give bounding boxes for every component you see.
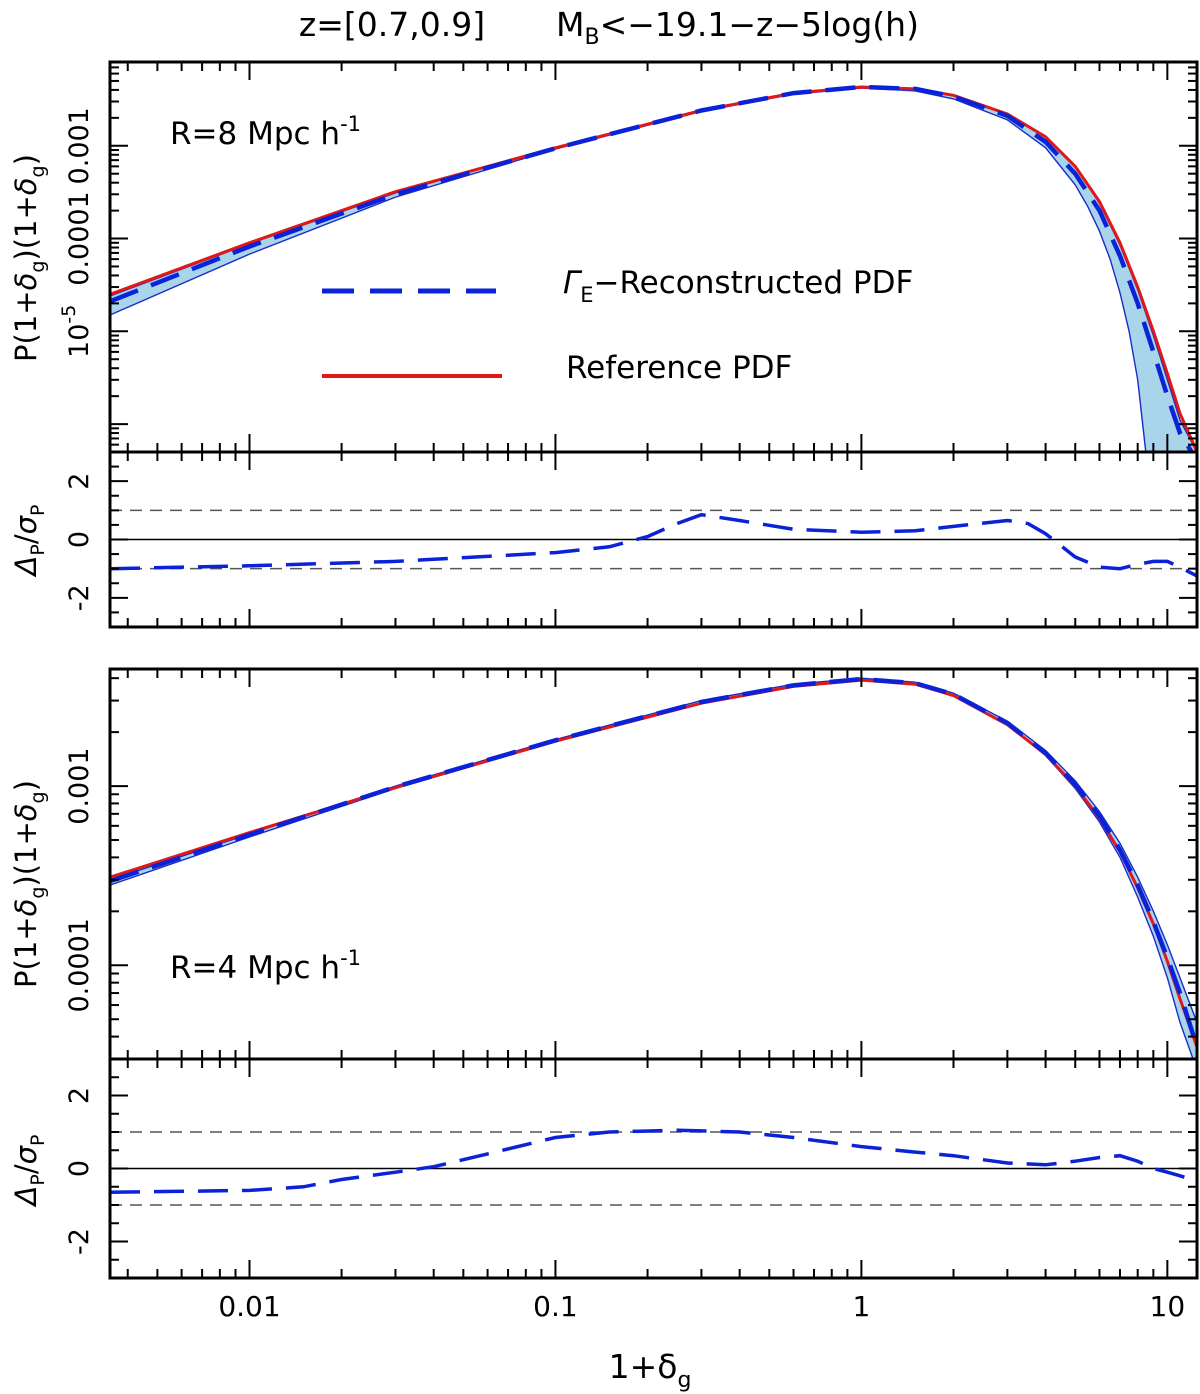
y-tick-text: 0.0001 xyxy=(64,191,95,285)
y-tick-label: 2 xyxy=(64,1087,95,1104)
legend: ΓE−Reconstructed PDF Reference PDF xyxy=(322,265,913,386)
title-mag-rest: <−19.1−z−5log(h) xyxy=(600,5,919,44)
reconstructed-pdf-line xyxy=(110,676,1197,1048)
x-tick-label: 1 xyxy=(852,1290,870,1323)
y-tick-label: 10-5 xyxy=(58,305,95,358)
y-tick-base: 10 xyxy=(64,324,95,358)
title-mag: M xyxy=(556,5,584,44)
bottom-panel-annotation: R=4 Mpc h-1 xyxy=(170,946,361,986)
title-mag-sub: B xyxy=(584,25,599,50)
bottom-annotation-main: R=4 Mpc h xyxy=(170,950,340,986)
x-tick-label: 0.01 xyxy=(218,1290,280,1323)
y-tick-text: 2 xyxy=(64,1087,95,1104)
top-residual-panel: -2 0 2 xyxy=(64,450,1199,629)
svg-text:P(1+δg)(1+δg): P(1+δg)(1+δg) xyxy=(9,780,49,988)
x-tick-label: 10 xyxy=(1150,1290,1186,1323)
legend-reconstructed-rest: −Reconstructed PDF xyxy=(594,265,914,301)
y-tick-label: 0 xyxy=(64,531,95,548)
y-tick-label: 0.0001 xyxy=(64,191,95,285)
legend-gamma-sub: E xyxy=(580,283,593,307)
uncertainty-band xyxy=(110,678,1197,1059)
xlabel-sub: g xyxy=(677,1368,691,1393)
y-tick-label: 0.0001 xyxy=(64,918,95,1012)
plot-area xyxy=(110,676,1197,1059)
y-tick-label: 0.001 xyxy=(64,107,95,184)
y-tick-text: 10-5 xyxy=(58,305,95,358)
svg-text:ΔP/σP: ΔP/σP xyxy=(9,505,49,578)
y-tick-label: 0.001 xyxy=(64,747,95,824)
top-annotation-main: R=8 Mpc h xyxy=(170,116,340,152)
figure-title-right: MB<−19.1−z−5log(h) xyxy=(556,5,919,50)
axes-frame xyxy=(108,667,1199,1061)
y-tick-label: 0 xyxy=(64,1160,95,1177)
residual-line xyxy=(110,1128,1197,1194)
y-tick-sup: -5 xyxy=(58,305,80,324)
xlabel-main: 1+δ xyxy=(609,1347,678,1386)
y-tick-label: -2 xyxy=(64,584,95,611)
y-tick-text: -2 xyxy=(64,1228,95,1255)
y-tick-label: -2 xyxy=(64,1228,95,1255)
y-tick-text: 0.001 xyxy=(64,747,95,824)
x-axis-label: 1+δg xyxy=(609,1347,692,1393)
top-pdf-ylabel: P(1+δg)(1+δg) xyxy=(9,154,49,362)
plot-area xyxy=(110,509,1197,578)
plot-area xyxy=(110,1128,1197,1206)
residual-line xyxy=(110,512,1197,578)
bottom-residual-ylabel: ΔP/σP xyxy=(9,1135,49,1208)
legend-reference-label: Reference PDF xyxy=(566,350,792,386)
band-lower-edge xyxy=(110,679,1194,1059)
legend-reconstructed-label: ΓE−Reconstructed PDF xyxy=(563,265,913,307)
y-tick-text: 0.0001 xyxy=(64,918,95,1012)
y-tick-text: 2 xyxy=(64,473,95,490)
figure-title-left: z=[0.7,0.9] xyxy=(299,5,485,44)
bottom-pdf-ylabel: P(1+δg)(1+δg) xyxy=(9,780,49,988)
y-tick-text: -2 xyxy=(64,584,95,611)
top-annotation-sup: -1 xyxy=(340,112,361,136)
y-tick-text: 0 xyxy=(64,531,95,548)
reference-pdf-line xyxy=(110,678,1197,1048)
plot-area xyxy=(110,84,1197,452)
bottom-pdf-panel: 0.0001 0.001 xyxy=(64,667,1199,1061)
bottom-residual-panel: 0.01 0.1 1 10 -2 0 2 xyxy=(64,1057,1199,1323)
svg-text:P(1+δg)(1+δg): P(1+δg)(1+δg) xyxy=(9,154,49,362)
top-panel-annotation: R=8 Mpc h-1 xyxy=(170,112,361,152)
bottom-annotation-sup: -1 xyxy=(340,946,361,970)
x-tick-label: 0.1 xyxy=(533,1290,578,1323)
legend-gamma: Γ xyxy=(563,265,583,301)
y-tick-text: 0.001 xyxy=(64,107,95,184)
top-residual-ylabel: ΔP/σP xyxy=(9,505,49,578)
y-tick-text: 0 xyxy=(64,1160,95,1177)
y-tick-label: 2 xyxy=(64,473,95,490)
reconstructed-pdf-line xyxy=(110,84,1194,452)
svg-text:ΔP/σP: ΔP/σP xyxy=(9,1135,49,1208)
